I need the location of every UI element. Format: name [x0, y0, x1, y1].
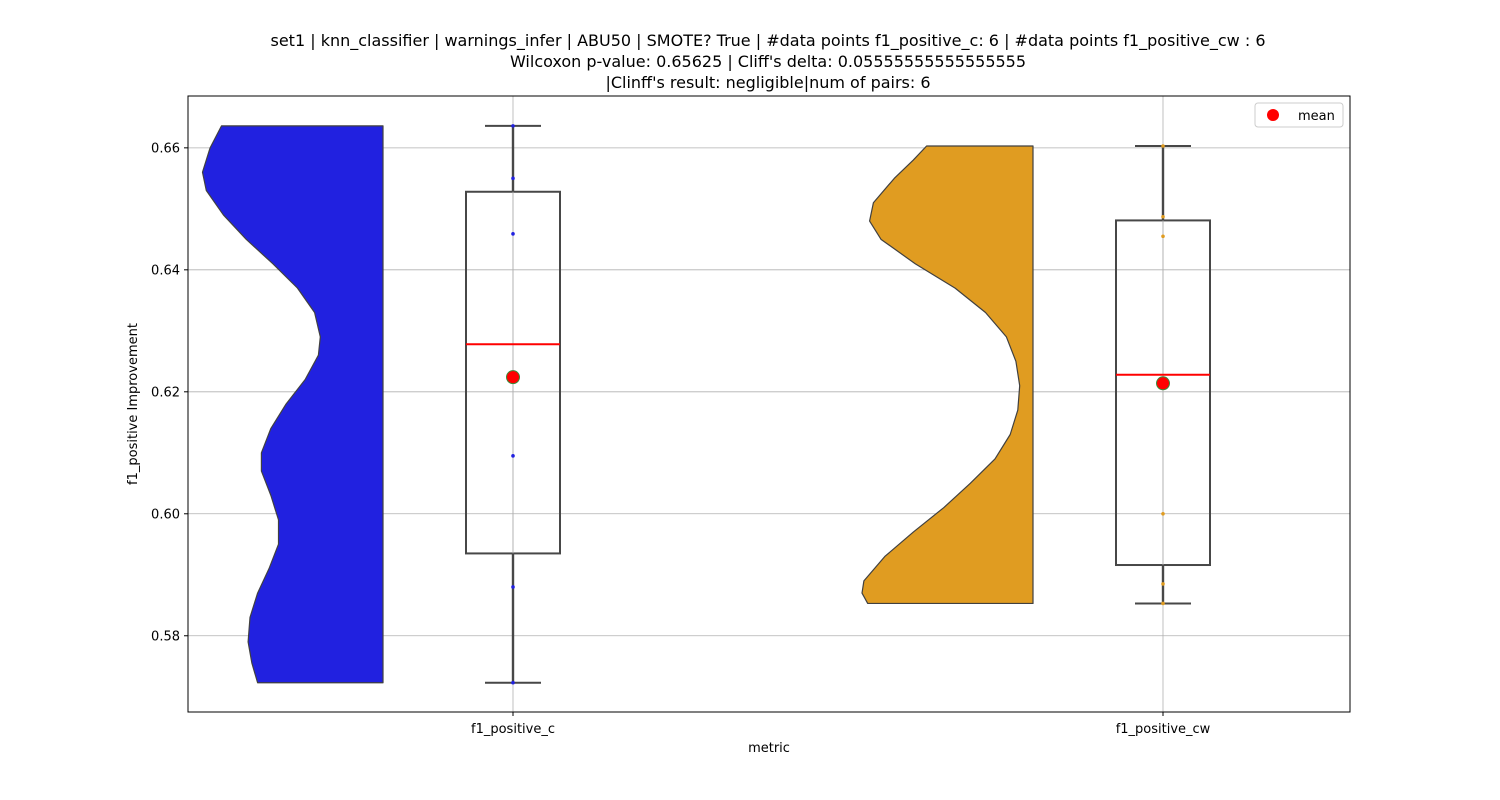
y-tick-label: 0.60 [151, 507, 180, 522]
x-tick-label: f1_positive_c [471, 722, 555, 737]
box-f1_positive_cw [1115, 144, 1211, 606]
data-point [511, 176, 515, 181]
mean-marker [506, 370, 520, 385]
violin-f1_positive_c [201, 125, 384, 684]
y-tick-label: 0.58 [151, 629, 180, 644]
y-axis-label: f1_positive Improvement [126, 323, 141, 485]
x-axis-ticks: f1_positive_c f1_positive_cw [471, 712, 1211, 737]
data-point [511, 124, 515, 128]
y-axis-ticks: 0.58 0.60 0.62 0.64 0.66 [151, 141, 188, 644]
data-point [1161, 582, 1165, 586]
data-point [1161, 234, 1165, 239]
y-tick-label: 0.64 [151, 263, 180, 278]
data-point [1161, 144, 1165, 148]
chart-title: set1 | knn_classifier | warnings_infer |… [271, 31, 1266, 92]
data-point [1161, 601, 1165, 606]
box-plots [465, 124, 1211, 685]
data-point [1161, 511, 1165, 516]
x-axis-label: metric [748, 741, 790, 756]
legend-frame [1254, 102, 1344, 128]
data-point [511, 232, 515, 236]
legend-mean-marker [1267, 109, 1279, 121]
data-point [1161, 214, 1165, 219]
y-tick-label: 0.62 [151, 385, 180, 400]
title-line-2: Wilcoxon p-value: 0.65625 | Cliff's delt… [510, 52, 1026, 71]
violin-f1_positive_cw [861, 145, 1034, 605]
data-point [511, 454, 515, 458]
title-line-1: set1 | knn_classifier | warnings_infer |… [271, 31, 1266, 51]
data-point [511, 680, 515, 685]
data-point [511, 585, 515, 589]
mean-marker [1156, 376, 1170, 391]
x-tick-label: f1_positive_cw [1116, 722, 1211, 737]
box-f1_positive_c [465, 124, 561, 685]
violins [201, 125, 1034, 684]
legend-mean-label: mean [1298, 109, 1335, 124]
y-tick-label: 0.66 [151, 141, 180, 156]
legend: mean [1254, 102, 1344, 128]
title-line-3: |Clinff's result: negligible|num of pair… [605, 73, 930, 92]
plot-area-frame [187, 95, 1351, 713]
